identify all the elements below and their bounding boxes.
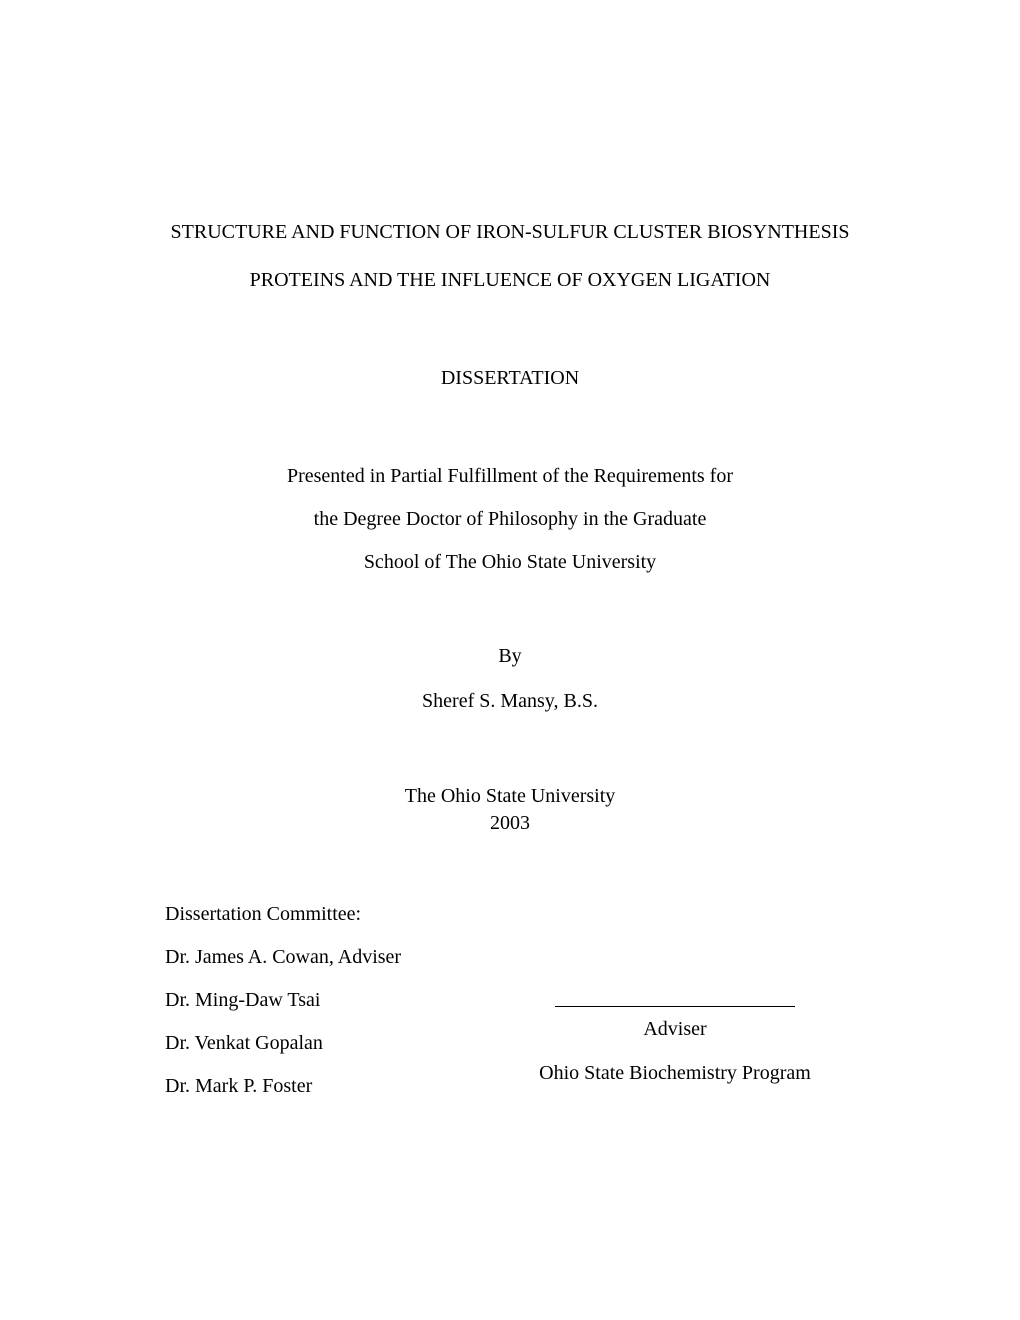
dissertation-label: DISSERTATION — [0, 367, 1020, 390]
author-name: Sheref S. Mansy, B.S. — [0, 690, 1020, 713]
title-line-2: PROTEINS AND THE INFLUENCE OF OXYGEN LIG… — [0, 256, 1020, 304]
adviser-role: Adviser — [555, 1018, 795, 1041]
committee-member: Dr. Venkat Gopalan — [165, 1022, 401, 1065]
committee-heading: Dissertation Committee: — [165, 893, 401, 936]
fulfillment-line-1: Presented in Partial Fulfillment of the … — [0, 455, 1020, 498]
by-label: By — [0, 645, 1020, 668]
fulfillment-statement: Presented in Partial Fulfillment of the … — [0, 455, 1020, 584]
committee-member: Dr. Mark P. Foster — [165, 1065, 401, 1108]
title-page: STRUCTURE AND FUNCTION OF IRON-SULFUR CL… — [0, 0, 1020, 1320]
program-name: Ohio State Biochemistry Program — [490, 1062, 860, 1085]
signature-line — [555, 1006, 795, 1007]
committee-block: Dissertation Committee: Dr. James A. Cow… — [165, 893, 401, 1108]
year: 2003 — [0, 810, 1020, 837]
committee-member: Dr. James A. Cowan, Adviser — [165, 936, 401, 979]
dissertation-title: STRUCTURE AND FUNCTION OF IRON-SULFUR CL… — [0, 208, 1020, 304]
institution-year: The Ohio State University 2003 — [0, 783, 1020, 837]
fulfillment-line-3: School of The Ohio State University — [0, 541, 1020, 584]
fulfillment-line-2: the Degree Doctor of Philosophy in the G… — [0, 498, 1020, 541]
title-line-1: STRUCTURE AND FUNCTION OF IRON-SULFUR CL… — [0, 208, 1020, 256]
institution-name: The Ohio State University — [0, 783, 1020, 810]
committee-member: Dr. Ming-Daw Tsai — [165, 979, 401, 1022]
